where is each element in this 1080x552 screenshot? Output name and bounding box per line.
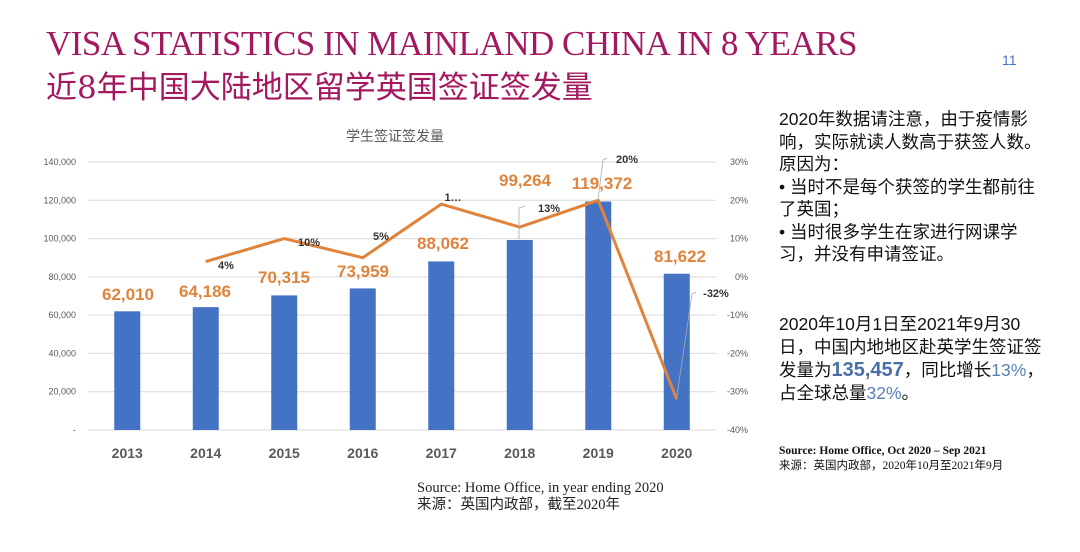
right-axis-tick: -10% [727, 310, 748, 320]
leader-line [518, 205, 526, 239]
bar-value-label: 81,622 [654, 247, 706, 266]
leader-line [676, 291, 697, 397]
x-tick-label: 2014 [190, 445, 221, 461]
note-bullet-2: • 当时很多学生在家进行网课学习，并没有申请签证。 [779, 221, 1018, 265]
notes-pandemic: 2020年数据请注意，由于疫情影响，实际就读人数高于获签人数。原因为： • 当时… [779, 108, 1049, 266]
bar-value-label: 70,315 [258, 268, 310, 287]
note2-text-d: 。 [901, 383, 920, 403]
growth-label: -32% [703, 288, 729, 300]
share-highlight: 32% [866, 383, 902, 403]
growth-label: 1… [444, 192, 461, 204]
right-axis-tick: 30% [730, 157, 748, 167]
growth-line [205, 198, 679, 400]
left-axis-tick: 40,000 [48, 348, 76, 358]
bar-value-label: 64,186 [179, 282, 231, 301]
note2-text-c: ，占全球总量 [779, 360, 1044, 403]
bar-value-label: 62,010 [102, 285, 154, 304]
x-tick-label: 2013 [112, 445, 143, 461]
growth-label: 10% [298, 237, 320, 249]
leader-line [597, 157, 608, 201]
notes-source-zh: 来源：英国内政部，2020年10月至2021年9月 [779, 460, 1004, 472]
bar-2014 [192, 307, 219, 430]
bar-2019 [585, 201, 612, 430]
notes-source-en: Source: Home Office, Oct 2020 – Sep 2021 [779, 445, 987, 457]
bar-value-label: 73,959 [337, 262, 389, 281]
note-bullet-1: • 当时不是每个获签的学生都前往了英国； [779, 176, 1035, 220]
x-tick-label: 2016 [347, 445, 378, 461]
left-axis-tick: 120,000 [43, 195, 76, 205]
right-axis-tick: -20% [727, 348, 748, 358]
x-tick-label: 2015 [269, 445, 300, 461]
right-axis-tick: -40% [727, 425, 748, 435]
growth-label: 4% [218, 260, 234, 272]
bar-2020 [663, 273, 690, 430]
x-tick-label: 2018 [504, 445, 535, 461]
x-tick-label: 2017 [426, 445, 457, 461]
chart-source-en: Source: Home Office, in year ending 2020 [417, 480, 664, 496]
bar-2018 [506, 239, 533, 430]
left-axis-tick: 80,000 [48, 272, 76, 282]
bar-value-label: 88,062 [417, 234, 469, 253]
left-axis-tick: 140,000 [43, 157, 76, 167]
left-axis-tick: 20,000 [48, 387, 76, 397]
left-axis-tick: - [73, 425, 76, 435]
growth-label: 5% [373, 231, 389, 243]
notes-2021: 2020年10月1日至2021年9月30日，中国内地地区赴英学生签证签发量为13… [779, 313, 1049, 405]
note2-text-b: ，同比增长 [903, 360, 992, 380]
right-axis-tick: 0% [735, 272, 748, 282]
bar-2013 [114, 311, 141, 430]
notes-source: Source: Home Office, Oct 2020 – Sep 2021… [779, 444, 1003, 474]
page-number: 11 [1002, 52, 1017, 68]
x-tick-label: 2019 [583, 445, 614, 461]
right-axis-tick: 20% [730, 195, 748, 205]
chart-source: Source: Home Office, in year ending 2020… [417, 480, 664, 514]
note2-text-a: 2020年10月1日至2021年9月30日，中国内地地区赴英学生签证签发量为 [779, 314, 1042, 380]
bar-2016 [349, 288, 376, 430]
bar-2015 [271, 295, 298, 430]
left-axis-tick: 60,000 [48, 310, 76, 320]
right-axis-tick: 10% [730, 234, 748, 244]
x-tick-label: 2020 [661, 445, 692, 461]
growth-label: 13% [538, 203, 560, 215]
chart-source-zh: 来源：英国内政部，截至2020年 [417, 497, 620, 513]
bar-value-label: 119,372 [572, 174, 633, 193]
bar-2017 [428, 261, 455, 430]
growth-highlight: 13% [991, 360, 1027, 380]
title-english: VISA STATISTICS IN MAINLAND CHINA IN 8 Y… [46, 24, 858, 63]
visa-count-highlight: 135,457 [831, 359, 904, 381]
chart-title: 学生签证签发量 [346, 128, 444, 145]
right-axis-tick: -30% [727, 387, 748, 397]
note-intro: 2020年数据请注意，由于疫情影响，实际就读人数高于获签人数。原因为： [779, 109, 1042, 174]
left-axis-tick: 100,000 [43, 234, 76, 244]
title-chinese: 近8年中国大陆地区留学英国签证签发量 [46, 70, 593, 106]
bar-value-label: 99,264 [499, 171, 552, 190]
growth-label: 20% [616, 154, 638, 166]
